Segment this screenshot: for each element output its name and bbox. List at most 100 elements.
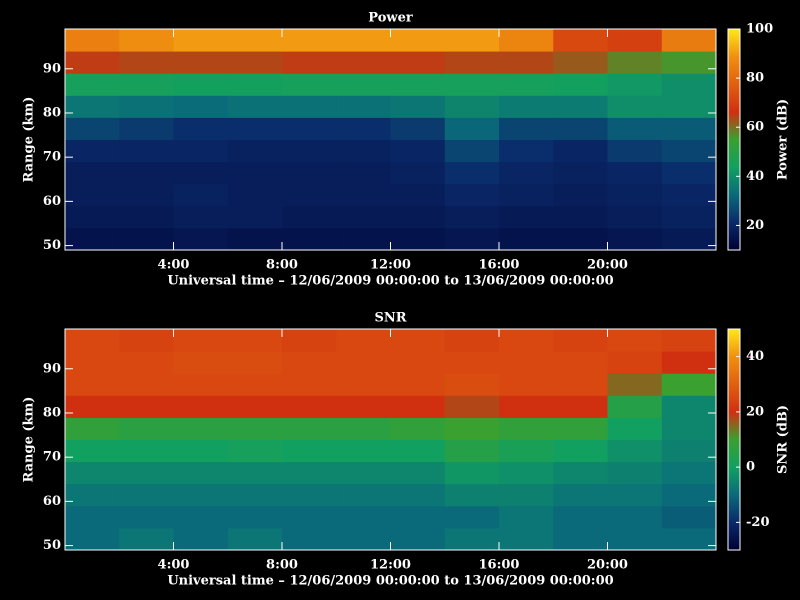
heatmap-cell <box>553 505 608 529</box>
heatmap-cell <box>65 395 120 418</box>
heatmap-cell <box>390 439 446 463</box>
heatmap-cell <box>336 351 391 374</box>
heatmap-cell <box>553 527 608 551</box>
heatmap-cell <box>661 395 717 418</box>
heatmap-cell <box>499 205 554 229</box>
heatmap-cell <box>336 395 391 418</box>
heatmap-cell <box>553 51 608 74</box>
heatmap-cell <box>119 527 174 551</box>
heatmap-cell <box>282 161 337 185</box>
heatmap-cell <box>119 329 174 352</box>
heatmap-cell <box>65 117 120 140</box>
heatmap-cell <box>661 139 717 163</box>
heatmap-cell <box>553 29 608 52</box>
x-tick-label: 20:00 <box>587 558 628 573</box>
heatmap-cell <box>390 483 446 507</box>
heatmap-cell <box>282 461 337 485</box>
heatmap-cell <box>444 51 500 74</box>
plot-title: Power <box>368 11 413 26</box>
y-tick-label: 80 <box>43 405 61 420</box>
heatmap-cell <box>499 161 554 185</box>
heatmap-cell <box>227 461 283 485</box>
heatmap-cell <box>282 373 337 396</box>
x-tick-label: 16:00 <box>479 558 520 573</box>
heatmap-cell <box>390 117 446 140</box>
heatmap-cell <box>336 483 391 507</box>
colorbar-tick-label: 100 <box>746 22 773 37</box>
heatmap-cell <box>119 483 174 507</box>
heatmap-cell <box>499 439 554 463</box>
heatmap-cell <box>444 417 500 440</box>
heatmap-cell <box>227 117 283 140</box>
heatmap-cell <box>444 527 500 551</box>
heatmap-cell <box>661 73 717 96</box>
heatmap-cell <box>282 51 337 74</box>
heatmap-cell <box>661 51 717 74</box>
heatmap-cell <box>336 29 391 52</box>
heatmap-cell <box>119 161 174 185</box>
heatmap-cell <box>390 505 446 529</box>
x-tick-label: 16:00 <box>479 258 520 273</box>
heatmap-cell <box>119 351 174 374</box>
heatmap-cell <box>336 183 391 207</box>
heatmap-cell <box>553 373 608 396</box>
heatmap-cell <box>499 73 554 96</box>
x-tick-label: 12:00 <box>370 558 411 573</box>
heatmap-cell <box>65 139 120 163</box>
heatmap-cell <box>607 395 663 418</box>
heatmap-cell <box>661 227 717 251</box>
heatmap-cell <box>227 373 283 396</box>
y-tick-label: 70 <box>43 450 61 465</box>
heatmap-cell <box>553 227 608 251</box>
heatmap-cell <box>282 395 337 418</box>
heatmap-cell <box>499 373 554 396</box>
heatmap-cell <box>390 183 446 207</box>
heatmap-cell <box>173 161 229 185</box>
heatmap-cell <box>607 417 663 440</box>
heatmap-cell <box>553 139 608 163</box>
heatmap-cell <box>607 505 663 529</box>
heatmap-cell <box>499 527 554 551</box>
heatmap-cell <box>65 417 120 440</box>
heatmap-cell <box>282 329 337 352</box>
x-tick-label: 8:00 <box>266 258 298 273</box>
heatmap-cell <box>607 117 663 140</box>
colorbar-tick-label: 20 <box>746 404 764 419</box>
heatmap-cell <box>390 227 446 251</box>
heatmap-cell <box>336 139 391 163</box>
heatmap-cell <box>173 205 229 229</box>
heatmap-cell <box>499 329 554 352</box>
heatmap-cell <box>499 505 554 529</box>
heatmap-cell <box>444 439 500 463</box>
heatmap-cell <box>499 51 554 74</box>
heatmap-cell <box>173 139 229 163</box>
heatmap-cell <box>661 417 717 440</box>
heatmap-cell <box>553 73 608 96</box>
y-tick-label: 90 <box>43 61 61 76</box>
heatmap-cell <box>390 417 446 440</box>
heatmap-cell <box>553 351 608 374</box>
heatmap-cell <box>336 329 391 352</box>
heatmap-cell <box>607 351 663 374</box>
y-tick-label: 90 <box>43 361 61 376</box>
heatmap-cell <box>444 395 500 418</box>
heatmap-cell <box>65 461 120 485</box>
heatmap-cell <box>499 183 554 207</box>
colorbar-tick-label: -20 <box>746 515 770 530</box>
heatmap-cell <box>390 527 446 551</box>
heatmap-cell <box>390 205 446 229</box>
heatmap-cell <box>65 373 120 396</box>
heatmap-cell <box>282 117 337 140</box>
heatmap-cell <box>390 139 446 163</box>
heatmap-cell <box>661 373 717 396</box>
colorbar-tick-label: 60 <box>746 120 764 135</box>
heatmap-cell <box>661 439 717 463</box>
heatmap-cell <box>390 161 446 185</box>
heatmap-cell <box>553 439 608 463</box>
heatmap-cell <box>444 483 500 507</box>
heatmap-cell <box>661 183 717 207</box>
heatmap-cell <box>444 329 500 352</box>
heatmap-cell <box>444 95 500 118</box>
heatmap-cell <box>119 139 174 163</box>
x-tick-label: 8:00 <box>266 558 298 573</box>
